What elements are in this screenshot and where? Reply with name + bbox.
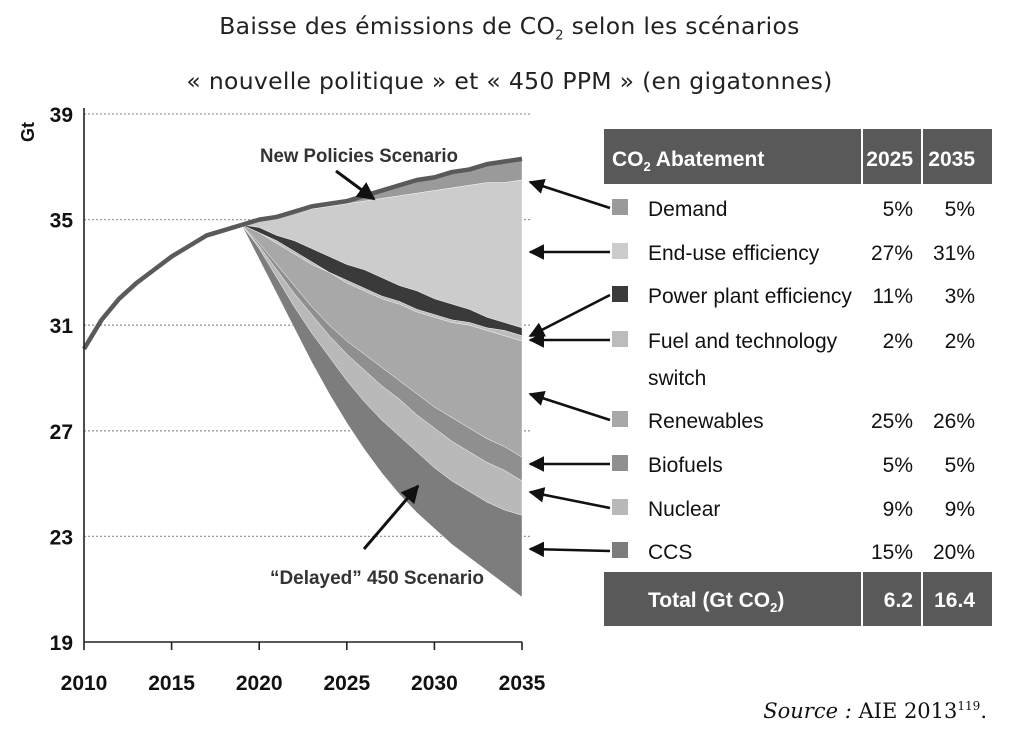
header-2035: 2035 [928, 148, 975, 171]
row-value-2025: 27% [871, 242, 913, 265]
row-value-2035: 31% [933, 242, 975, 265]
source-text: AIE 2013 [858, 699, 958, 723]
x-tick-label: 2020 [236, 672, 283, 695]
y-axis-label: Gt [18, 122, 38, 142]
new-policies-line [241, 156, 523, 228]
row-value-2035: 2% [945, 330, 975, 353]
total-label-text: Total (Gt CO [648, 589, 770, 612]
row-label-cont: switch [648, 367, 706, 390]
new-policies-arrow [335, 169, 376, 201]
source-note: Source : AIE 2013119. [763, 699, 987, 723]
row-value-2035: 5% [945, 198, 975, 221]
pointer-arrow [528, 390, 611, 422]
row-label: End-use efficiency [648, 242, 820, 265]
pointer-arrow [528, 487, 611, 510]
row-value-2025: 5% [883, 198, 913, 221]
total-label-end: ) [777, 589, 784, 612]
x-tick-label: 2030 [411, 672, 458, 695]
title-text-a: Baisse des émissions de CO [219, 12, 556, 40]
y-tick-label: 31 [50, 315, 74, 338]
row-value-2025: 2% [883, 330, 913, 353]
header-co: CO [612, 148, 644, 171]
title-text-b: selon les scénarios [563, 12, 800, 40]
row-value-2035: 3% [945, 285, 975, 308]
row-value-2025: 25% [871, 410, 913, 433]
legend-swatch [612, 499, 628, 515]
row-value-2035: 5% [945, 454, 975, 477]
header-rest: Abatement [651, 148, 765, 171]
legend-swatch [612, 243, 628, 259]
legend-swatch [612, 331, 628, 347]
abatement-bands [241, 158, 523, 598]
title-line-1: Baisse des émissions de CO2 selon les sc… [0, 4, 1019, 59]
x-tick-label: 2035 [499, 672, 546, 695]
row-value-2035: 20% [933, 541, 975, 564]
legend-swatch [612, 455, 628, 471]
total-row-bg [604, 572, 992, 626]
axes: 19 23 27 31 35 39 2010 2015 2020 2025 2030 2035 [50, 104, 546, 695]
chart-title: Baisse des émissions de CO2 selon les sc… [0, 4, 1019, 103]
legend-swatch [612, 542, 628, 558]
source-end: . [980, 699, 987, 723]
total-label: Total (Gt CO2) [648, 589, 784, 615]
total-subscript: 2 [770, 600, 777, 615]
y-tick-label: 27 [50, 421, 73, 444]
emission-lines [82, 156, 523, 351]
row-value-2025: 5% [883, 454, 913, 477]
header-subscript: 2 [644, 159, 651, 174]
row-value-2035: 26% [933, 410, 975, 433]
pointer-arrow [528, 293, 611, 338]
y-tick-label: 23 [50, 526, 73, 549]
pointer-arrow [528, 541, 611, 558]
row-value-2025: 9% [883, 498, 913, 521]
legend-swatch [612, 199, 628, 215]
total-2035: 16.4 [934, 589, 975, 612]
new-policies-label: New Policies Scenario [260, 146, 458, 167]
delayed-450-label: “Delayed” 450 Scenario [270, 568, 484, 589]
table-header-label: CO2 Abatement [612, 148, 764, 174]
row-value-2035: 9% [945, 498, 975, 521]
row-label: Biofuels [648, 454, 723, 477]
row-value-2025: 15% [871, 541, 913, 564]
total-2025: 6.2 [884, 589, 913, 612]
source-label: Source : [763, 699, 852, 723]
table-header-bg [604, 129, 992, 184]
legend-swatch [612, 411, 628, 427]
x-tick-label: 2010 [61, 672, 108, 695]
row-label: Power plant efficiency [648, 285, 852, 308]
y-tick-label: 39 [50, 104, 73, 127]
source-ref: 119 [957, 699, 981, 713]
table-pointer-arrows [528, 178, 611, 558]
legend-swatch [612, 286, 628, 302]
row-label: Nuclear [648, 498, 720, 521]
row-value-2025: 11% [873, 285, 913, 308]
title-line-2: « nouvelle politique » et « 450 PPM » (e… [186, 66, 833, 95]
pointer-arrow [528, 178, 611, 210]
header-2025: 2025 [866, 148, 913, 171]
historical-emissions-line [82, 222, 243, 351]
row-label: Renewables [648, 410, 764, 433]
annotations: New Policies Scenario “Delayed” 450 Scen… [260, 146, 484, 589]
row-label: CCS [648, 541, 692, 564]
band-ccs [241, 224, 523, 598]
row-label: Demand [648, 198, 727, 221]
x-tick-label: 2015 [148, 672, 195, 695]
row-label: Fuel and technology [648, 330, 838, 353]
x-tick-label: 2025 [323, 672, 370, 695]
title-subscript: 2 [555, 28, 564, 44]
y-tick-label: 19 [50, 632, 73, 655]
delayed-450-arrow [362, 484, 420, 550]
y-tick-label: 35 [50, 210, 74, 233]
